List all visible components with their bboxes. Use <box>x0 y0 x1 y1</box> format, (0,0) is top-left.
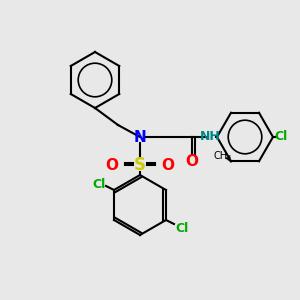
Text: NH: NH <box>200 130 220 143</box>
Text: S: S <box>134 156 146 174</box>
Text: O: O <box>161 158 175 172</box>
Text: O: O <box>185 154 199 169</box>
Text: N: N <box>134 130 146 145</box>
Text: Cl: Cl <box>176 221 189 235</box>
Text: Cl: Cl <box>274 130 288 143</box>
Text: CH₃: CH₃ <box>214 151 232 161</box>
Text: O: O <box>106 158 118 172</box>
Text: Cl: Cl <box>92 178 106 190</box>
